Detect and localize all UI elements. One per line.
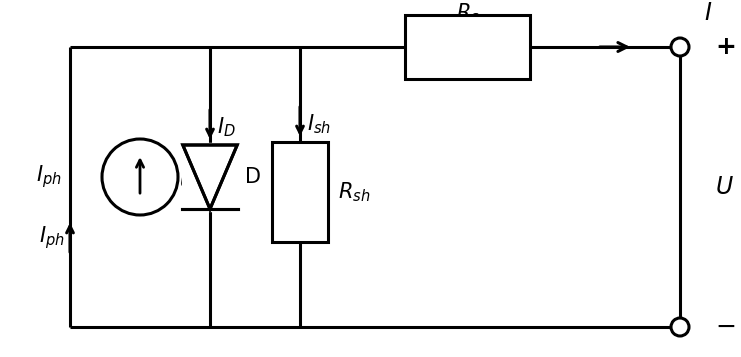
Text: $R_s$: $R_s$: [456, 1, 479, 25]
Text: $I$: $I$: [704, 1, 712, 25]
Text: $U_D$: $U_D$: [179, 172, 202, 192]
Circle shape: [671, 318, 689, 336]
Text: $I_{ph}$: $I_{ph}$: [36, 164, 62, 190]
Text: −: −: [715, 315, 736, 339]
Text: $I_D$: $I_D$: [217, 115, 236, 139]
Circle shape: [102, 139, 178, 215]
Text: $R_{sh}$: $R_{sh}$: [338, 180, 370, 204]
Bar: [405, 15, 530, 79]
Text: $I_{ph}$: $I_{ph}$: [39, 225, 65, 251]
Text: +: +: [715, 35, 736, 59]
Bar: [272, 142, 328, 242]
Circle shape: [671, 38, 689, 56]
Text: $U$: $U$: [715, 175, 734, 199]
Text: $I_{sh}$: $I_{sh}$: [307, 112, 331, 136]
Text: D: D: [245, 167, 261, 187]
Polygon shape: [182, 143, 238, 211]
